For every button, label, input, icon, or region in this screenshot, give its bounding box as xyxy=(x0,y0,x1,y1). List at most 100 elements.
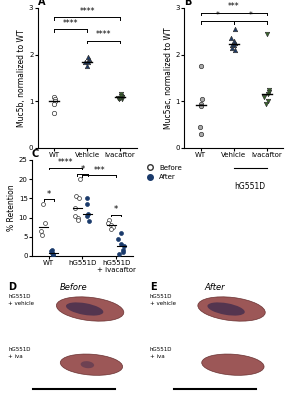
Text: ****: **** xyxy=(58,158,73,167)
Point xyxy=(115,94,120,101)
Point xyxy=(106,220,111,226)
Text: C: C xyxy=(32,149,39,159)
Point xyxy=(119,94,124,100)
Ellipse shape xyxy=(60,354,123,375)
Point xyxy=(52,94,57,100)
Point xyxy=(266,89,271,95)
Point xyxy=(199,103,203,109)
Point xyxy=(51,110,56,116)
Ellipse shape xyxy=(81,361,94,368)
Point xyxy=(230,42,235,48)
Y-axis label: % Retention: % Retention xyxy=(7,185,16,231)
Text: *: * xyxy=(80,165,85,174)
Text: + iva: + iva xyxy=(150,354,165,359)
Point xyxy=(49,250,54,256)
Point xyxy=(118,94,123,101)
Point xyxy=(77,176,82,182)
Point xyxy=(41,201,45,207)
Point xyxy=(119,230,124,236)
Point xyxy=(43,220,47,226)
Point xyxy=(198,124,203,130)
Ellipse shape xyxy=(66,302,103,316)
Point xyxy=(118,91,123,98)
Point xyxy=(108,226,113,232)
Text: ****: **** xyxy=(63,18,78,28)
Text: ***: *** xyxy=(94,166,105,174)
Point xyxy=(40,232,45,238)
Point xyxy=(233,47,237,53)
Text: + vehicle: + vehicle xyxy=(150,301,176,306)
Point xyxy=(77,195,82,202)
Text: *: * xyxy=(215,11,219,20)
Text: *: * xyxy=(47,190,51,199)
Point xyxy=(120,96,125,102)
Text: hG551D: hG551D xyxy=(150,294,173,299)
Point xyxy=(52,100,57,107)
Point xyxy=(116,236,121,242)
Text: D: D xyxy=(8,282,16,292)
Text: hG551D: hG551D xyxy=(88,182,119,190)
Point xyxy=(49,248,53,254)
Point xyxy=(230,44,234,51)
Text: *: * xyxy=(114,205,118,214)
Point xyxy=(265,30,269,37)
Point xyxy=(85,195,89,202)
Text: hG551D: hG551D xyxy=(8,294,31,299)
Point xyxy=(231,42,236,48)
Point xyxy=(117,96,122,102)
Ellipse shape xyxy=(56,297,124,321)
Ellipse shape xyxy=(202,354,264,375)
Text: After: After xyxy=(205,284,225,292)
Text: ****: **** xyxy=(79,7,95,16)
Point xyxy=(229,35,234,42)
Legend: Before, After: Before, After xyxy=(142,164,183,182)
Point xyxy=(84,201,89,207)
Point xyxy=(49,247,54,254)
Point xyxy=(51,252,55,258)
Point xyxy=(85,212,90,219)
Text: hG551D: hG551D xyxy=(235,182,266,190)
Point xyxy=(120,94,125,100)
Text: E: E xyxy=(150,282,157,292)
Point xyxy=(264,100,268,107)
Point xyxy=(86,210,91,217)
Point xyxy=(265,98,270,104)
Point xyxy=(121,247,126,254)
Point xyxy=(86,56,91,62)
Point xyxy=(122,243,126,250)
Text: ***: *** xyxy=(228,2,240,11)
Text: hG551D: hG551D xyxy=(8,347,31,352)
Point xyxy=(73,212,77,219)
Text: B: B xyxy=(184,0,192,7)
Text: *: * xyxy=(248,11,252,20)
Point xyxy=(233,40,237,46)
Point xyxy=(121,249,125,255)
Text: + iva: + iva xyxy=(8,354,23,359)
Point xyxy=(199,131,204,137)
Point xyxy=(74,193,79,200)
Point xyxy=(119,92,123,99)
Text: hG551D: hG551D xyxy=(150,347,173,352)
Point xyxy=(53,96,58,102)
Point xyxy=(262,94,266,100)
Point xyxy=(52,98,57,104)
Ellipse shape xyxy=(198,297,265,321)
Point xyxy=(117,251,121,257)
Ellipse shape xyxy=(208,302,245,316)
Point xyxy=(266,91,271,98)
Text: ****: **** xyxy=(96,30,111,39)
Point xyxy=(233,26,238,32)
Point xyxy=(107,216,112,223)
Point xyxy=(38,228,43,234)
Point xyxy=(110,224,115,230)
Point xyxy=(199,96,204,102)
Point xyxy=(72,205,77,211)
Point xyxy=(199,100,203,107)
Point xyxy=(85,63,89,70)
Text: Before: Before xyxy=(60,284,88,292)
Point xyxy=(266,86,271,93)
Point xyxy=(87,218,91,225)
Point xyxy=(119,241,124,248)
Y-axis label: Muc5b, normalized to WT: Muc5b, normalized to WT xyxy=(17,29,26,127)
Y-axis label: Muc5ac, normalized to WT: Muc5ac, normalized to WT xyxy=(164,27,173,129)
